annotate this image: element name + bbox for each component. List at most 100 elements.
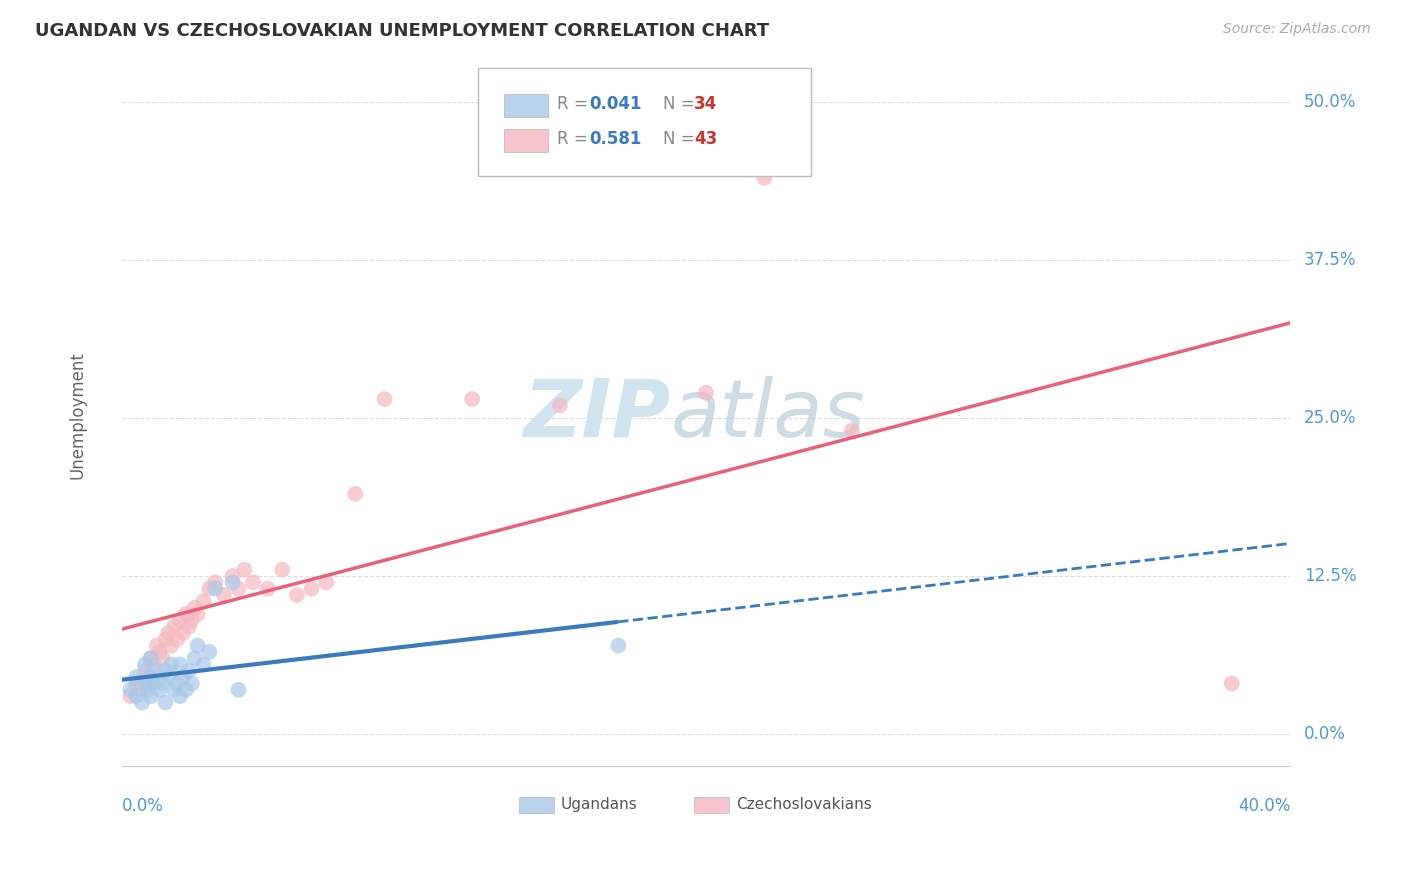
Point xyxy=(155,695,177,709)
FancyBboxPatch shape xyxy=(478,68,811,177)
Point xyxy=(136,682,159,697)
Point xyxy=(155,632,177,647)
Point xyxy=(193,594,215,608)
Point xyxy=(149,682,172,697)
Text: 43: 43 xyxy=(695,130,717,148)
Point xyxy=(607,639,630,653)
Point xyxy=(157,626,180,640)
Point xyxy=(166,632,188,647)
Text: 0.0%: 0.0% xyxy=(122,797,163,815)
Text: R =: R = xyxy=(558,130,593,148)
Point xyxy=(139,689,162,703)
Point xyxy=(301,582,323,596)
Point xyxy=(344,487,367,501)
FancyBboxPatch shape xyxy=(695,797,730,813)
Point xyxy=(374,392,396,406)
Text: Czechoslovakians: Czechoslovakians xyxy=(737,797,872,812)
Point xyxy=(155,664,177,678)
Point xyxy=(160,639,183,653)
Point xyxy=(461,392,484,406)
Point xyxy=(160,657,183,672)
Point xyxy=(183,651,205,665)
Point xyxy=(228,582,250,596)
FancyBboxPatch shape xyxy=(503,94,548,117)
Point xyxy=(315,575,337,590)
Point xyxy=(152,676,174,690)
Point xyxy=(136,670,159,684)
Point xyxy=(256,582,278,596)
Point xyxy=(754,170,776,185)
FancyBboxPatch shape xyxy=(503,128,548,152)
Point xyxy=(174,682,197,697)
Point xyxy=(134,657,156,672)
Point xyxy=(841,424,863,438)
Point xyxy=(169,689,191,703)
Point xyxy=(1220,676,1243,690)
Point xyxy=(134,664,156,678)
Point xyxy=(169,657,191,672)
Point xyxy=(285,588,308,602)
Point xyxy=(139,651,162,665)
Point xyxy=(212,588,235,602)
Point xyxy=(134,676,156,690)
Point xyxy=(152,651,174,665)
Point xyxy=(271,563,294,577)
Point xyxy=(233,563,256,577)
Point xyxy=(163,619,186,633)
Point xyxy=(145,639,167,653)
Point xyxy=(221,575,243,590)
Point xyxy=(198,645,221,659)
Point xyxy=(187,639,209,653)
Point xyxy=(180,676,202,690)
Text: 0.041: 0.041 xyxy=(589,95,641,113)
Text: 37.5%: 37.5% xyxy=(1305,251,1357,269)
Text: 12.5%: 12.5% xyxy=(1305,567,1357,585)
Text: 0.0%: 0.0% xyxy=(1305,725,1346,743)
Text: 50.0%: 50.0% xyxy=(1305,93,1357,111)
Point xyxy=(221,569,243,583)
Point xyxy=(174,607,197,621)
Point xyxy=(142,657,165,672)
Text: 25.0%: 25.0% xyxy=(1305,409,1357,427)
Point xyxy=(139,651,162,665)
Text: 0.581: 0.581 xyxy=(589,130,641,148)
Point xyxy=(172,626,194,640)
Point xyxy=(193,657,215,672)
Point xyxy=(128,682,150,697)
Point xyxy=(139,670,162,684)
Point xyxy=(120,689,142,703)
Point xyxy=(180,613,202,627)
Text: UGANDAN VS CZECHOSLOVAKIAN UNEMPLOYMENT CORRELATION CHART: UGANDAN VS CZECHOSLOVAKIAN UNEMPLOYMENT … xyxy=(35,22,769,40)
Text: Source: ZipAtlas.com: Source: ZipAtlas.com xyxy=(1223,22,1371,37)
Point xyxy=(242,575,264,590)
Point xyxy=(142,676,165,690)
Point xyxy=(204,575,226,590)
Text: N =: N = xyxy=(662,130,700,148)
Point xyxy=(548,398,571,412)
Point xyxy=(166,676,188,690)
Text: 40.0%: 40.0% xyxy=(1237,797,1291,815)
Point xyxy=(131,695,153,709)
Point xyxy=(145,664,167,678)
Point xyxy=(163,682,186,697)
Point xyxy=(149,645,172,659)
Point xyxy=(125,676,148,690)
Point xyxy=(183,600,205,615)
Point xyxy=(125,689,148,703)
Point xyxy=(204,582,226,596)
Point xyxy=(169,613,191,627)
Text: N =: N = xyxy=(662,95,700,113)
Text: ZIP: ZIP xyxy=(523,376,671,454)
Text: R =: R = xyxy=(558,95,593,113)
Point xyxy=(125,670,148,684)
Text: atlas: atlas xyxy=(671,376,866,454)
Text: Unemployment: Unemployment xyxy=(69,351,86,479)
Point xyxy=(198,582,221,596)
Point xyxy=(177,619,200,633)
Point xyxy=(172,670,194,684)
Point xyxy=(187,607,209,621)
Point xyxy=(177,664,200,678)
FancyBboxPatch shape xyxy=(519,797,554,813)
Point xyxy=(120,682,142,697)
Point xyxy=(695,385,717,400)
